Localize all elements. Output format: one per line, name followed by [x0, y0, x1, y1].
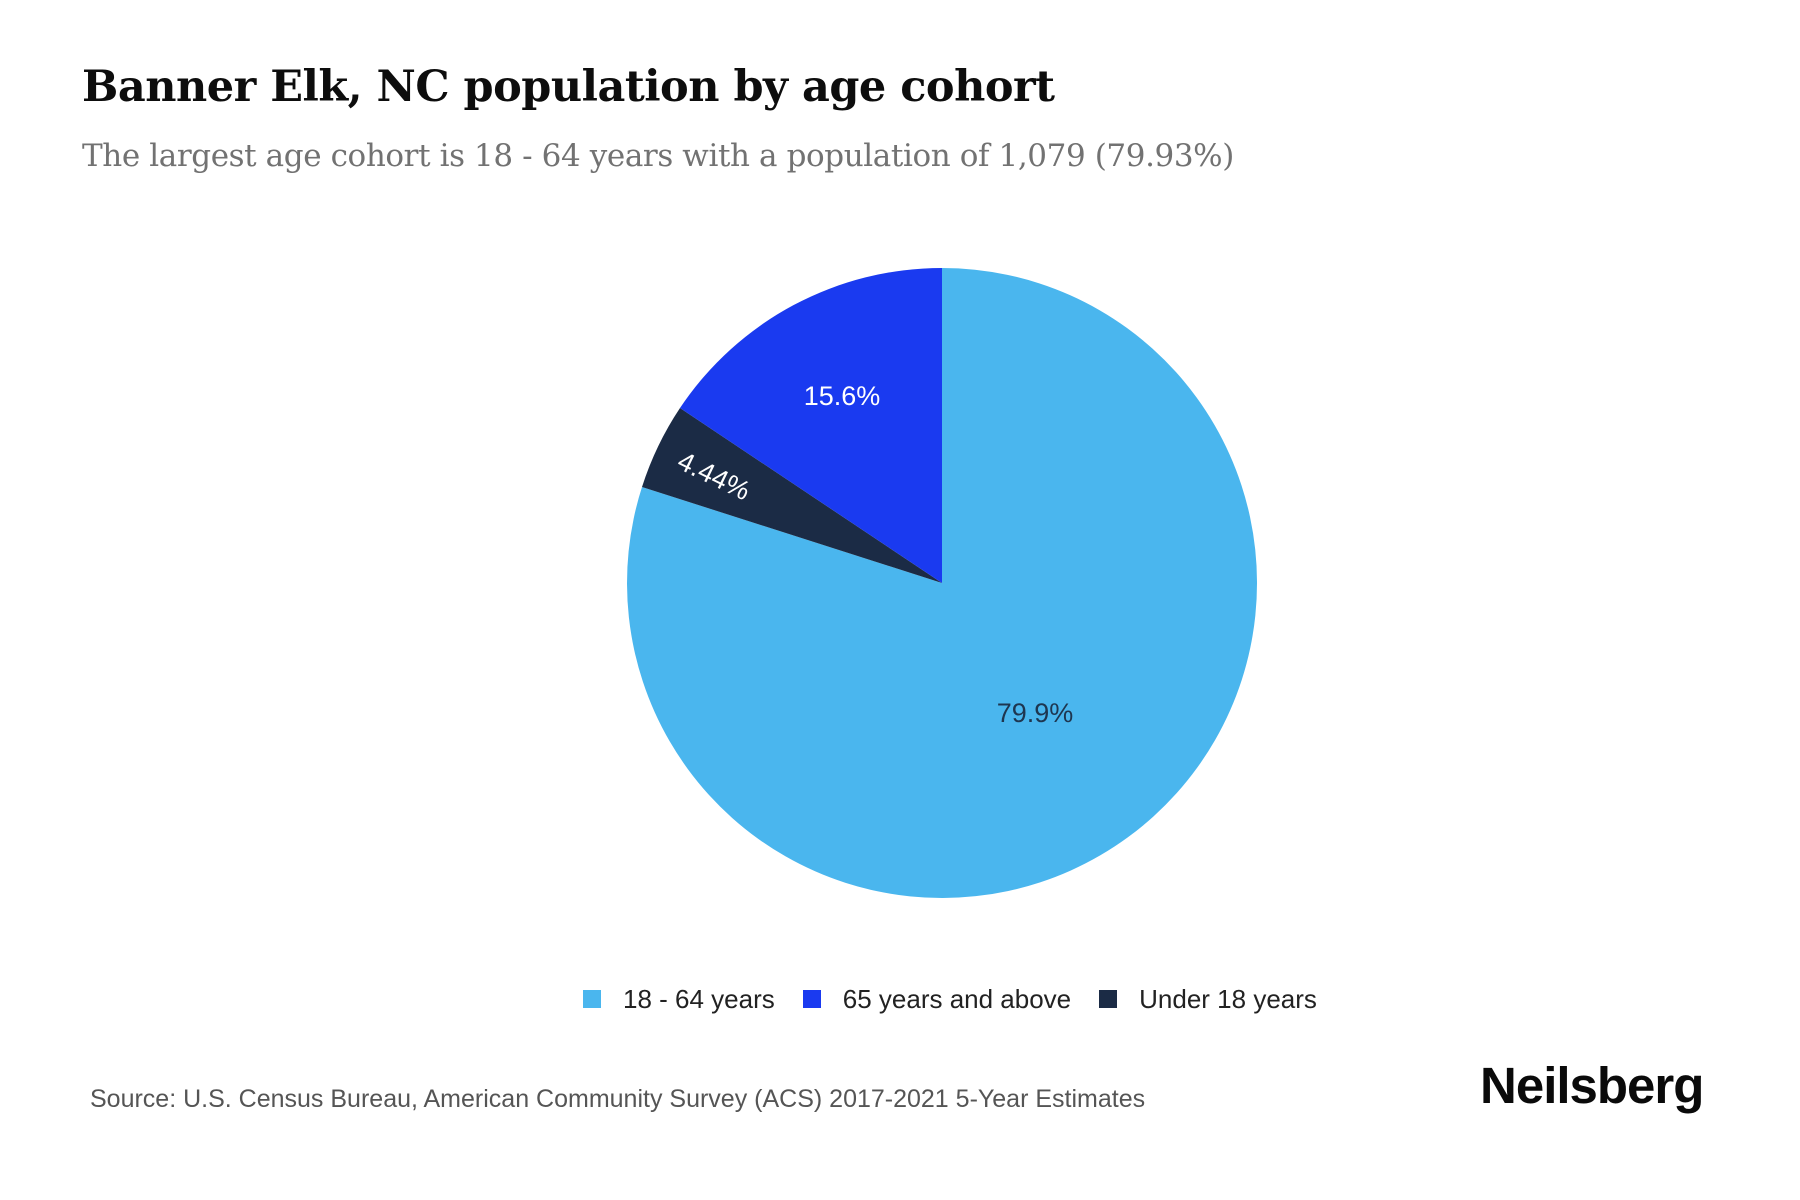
- legend-swatch-65-plus: [802, 990, 821, 1008]
- legend-swatch-18-64: [583, 990, 601, 1008]
- legend-label-18-64: 18 - 64 years: [623, 983, 775, 1014]
- pie-label-65-plus: 15.6%: [804, 381, 881, 411]
- pie-slice-18-64[interactable]: [627, 268, 1258, 898]
- chart-title: Banner Elk, NC population by age cohort: [82, 62, 1055, 112]
- legend-item-18-64[interactable]: 18 - 64 years: [583, 984, 775, 1015]
- legend-label-under-18: Under 18 years: [1139, 983, 1317, 1014]
- pie-slice-under-18[interactable]: [642, 408, 942, 583]
- source-note: Source: U.S. Census Bureau, American Com…: [90, 1085, 1146, 1113]
- pie-label-18-64: 79.9%: [997, 698, 1074, 728]
- legend-swatch-under-18: [1099, 990, 1118, 1008]
- chart-subtitle: The largest age cohort is 18 - 64 years …: [82, 138, 1234, 174]
- pie-slice-65-plus[interactable]: [680, 268, 942, 583]
- chart-legend: 18 - 64 years 65 years and above Under 1…: [583, 984, 1317, 1014]
- legend-label-65-plus: 65 years and above: [842, 983, 1072, 1014]
- legend-item-under-18[interactable]: Under 18 years: [1099, 984, 1317, 1015]
- legend-item-65-plus[interactable]: 65 years and above: [802, 983, 1072, 1015]
- brand-logo: Neilsberg: [1480, 1057, 1704, 1114]
